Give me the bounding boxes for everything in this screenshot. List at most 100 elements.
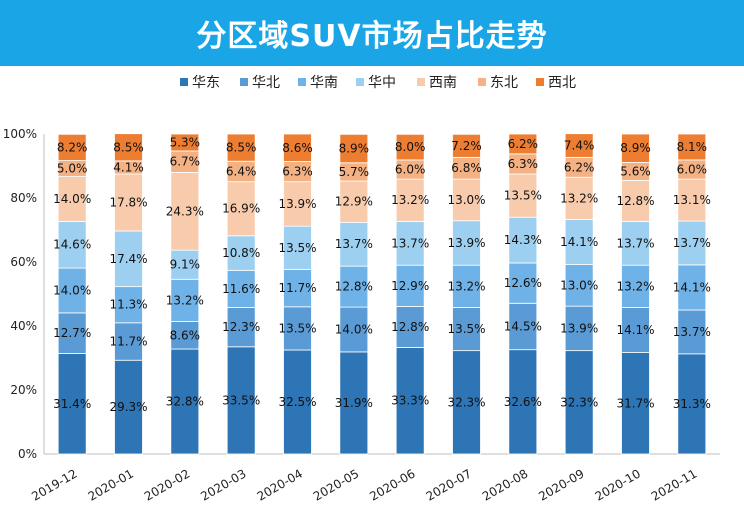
data-label: 31.4%: [53, 397, 91, 411]
bar-segment: [57, 133, 87, 161]
data-label: 12.8%: [335, 280, 373, 294]
data-label: 13.2%: [166, 293, 204, 307]
data-label: 6.2%: [508, 137, 539, 151]
y-tick-label: 100%: [3, 127, 37, 141]
data-label: 11.6%: [222, 282, 260, 296]
bars: 31.4% 12.7% 14.0% 14.6% 14.0% 5.0% 8.2% 29.3% 11…: [53, 133, 711, 455]
bar-segment: [114, 359, 143, 455]
data-label: 12.6%: [504, 276, 542, 290]
bar-segment: [452, 264, 481, 308]
bar-segment: [508, 262, 538, 304]
bar-stack: 32.3% 13.9% 13.0% 14.1% 13.2% 6.2% 7.4%: [560, 133, 598, 455]
bar-stack: 32.6% 14.5% 12.6% 14.3% 13.5% 6.3% 6.2%: [504, 133, 542, 455]
bar-segment: [57, 220, 87, 269]
legend: 华东 华北 华南 华中 西南 东北 西北: [180, 75, 576, 91]
bar-segment: [564, 219, 594, 265]
y-tick-label: 20%: [10, 383, 37, 397]
data-label: 13.1%: [673, 193, 711, 207]
data-label: 8.6%: [282, 141, 313, 155]
data-label: 8.6%: [170, 328, 201, 342]
data-label: 4.1%: [113, 160, 144, 174]
bar-segment: [226, 307, 256, 348]
bar-segment: [677, 220, 707, 266]
bar-segment: [677, 309, 707, 355]
bar-segment: [508, 349, 538, 455]
bar-segment: [508, 133, 538, 155]
y-tick-label: 0%: [18, 447, 37, 461]
bar-segment: [564, 350, 594, 455]
bar-stack: 32.5% 13.5% 11.7% 13.5% 13.9% 6.3% 8.6%: [278, 133, 317, 455]
data-label: 13.5%: [278, 321, 316, 335]
legend-label: 华中: [368, 75, 396, 91]
title-bar: 分区域SUV市场占比走势: [0, 0, 744, 66]
data-label: 32.6%: [504, 395, 542, 409]
bar-segment: [677, 353, 707, 455]
x-tick-label: 2020-04: [255, 466, 305, 503]
bar-segment: [564, 264, 594, 307]
bar-segment: [226, 346, 256, 455]
bar-stack: 31.3% 13.7% 14.1% 13.7% 13.1% 6.0% 8.1%: [673, 133, 711, 455]
data-label: 8.0%: [395, 140, 426, 154]
legend-label: 西北: [548, 75, 576, 91]
data-label: 6.4%: [226, 164, 257, 178]
legend-item: 华东: [180, 75, 220, 91]
bar-stack: 33.5% 12.3% 11.6% 10.8% 16.9% 6.4% 8.5%: [222, 133, 260, 455]
data-label: 13.2%: [616, 279, 654, 293]
data-label: 24.3%: [166, 204, 204, 218]
data-label: 5.6%: [620, 164, 651, 178]
bar-segment: [339, 133, 369, 164]
bar-segment: [226, 133, 256, 162]
bar-segment: [564, 176, 594, 220]
bar-segment: [114, 230, 143, 288]
data-label: 14.0%: [335, 323, 373, 337]
bar-segment: [621, 264, 650, 308]
data-label: 14.3%: [504, 233, 542, 247]
data-label: 10.8%: [222, 246, 260, 260]
bar-segment: [621, 220, 650, 266]
data-label: 7.4%: [564, 139, 595, 153]
x-tick-label: 2020-02: [142, 466, 192, 503]
bar-stack: 31.4% 12.7% 14.0% 14.6% 14.0% 5.0% 8.2%: [53, 133, 91, 455]
data-label: 32.3%: [560, 395, 598, 409]
data-label: 13.0%: [447, 193, 485, 207]
data-label: 14.1%: [616, 323, 654, 337]
data-label: 12.9%: [391, 279, 429, 293]
x-tick-label: 2019-12: [29, 466, 79, 503]
data-label: 7.2%: [451, 139, 482, 153]
legend-label: 华北: [252, 75, 280, 91]
bar-segment: [452, 350, 481, 455]
bar-segment: [395, 347, 425, 455]
data-label: 6.3%: [508, 157, 539, 171]
x-tick-label: 2020-06: [367, 466, 417, 503]
bar-segment: [57, 353, 87, 455]
bar-segment: [339, 221, 369, 267]
data-label: 32.5%: [278, 395, 316, 409]
x-tick-label: 2020-08: [480, 466, 530, 503]
data-label: 13.2%: [447, 279, 485, 293]
data-label: 12.7%: [53, 326, 91, 340]
y-tick-label: 40%: [10, 319, 37, 333]
data-label: 6.3%: [282, 165, 313, 179]
data-label: 9.1%: [170, 258, 201, 272]
bar-stack: 31.7% 14.1% 13.2% 13.7% 12.8% 5.6% 8.9%: [616, 133, 655, 455]
bar-segment: [57, 176, 87, 222]
bar-segment: [677, 178, 707, 222]
bar-segment: [57, 267, 87, 314]
y-tick-label: 80%: [10, 191, 37, 205]
bar-segment: [621, 352, 650, 455]
bar-stack: 32.3% 13.5% 13.2% 13.9% 13.0% 6.8% 7.2%: [447, 133, 486, 455]
bar-segment: [114, 133, 143, 162]
bar-segment: [508, 302, 538, 351]
data-label: 5.7%: [339, 165, 370, 179]
bar-segment: [283, 349, 312, 455]
legend-item: 西南: [417, 75, 457, 91]
data-label: 12.9%: [335, 195, 373, 209]
legend-swatch: [240, 78, 248, 86]
bar-segment: [621, 307, 650, 353]
bar-segment: [395, 306, 425, 348]
legend-swatch: [298, 78, 306, 86]
bar-segment: [395, 133, 425, 161]
data-label: 17.4%: [109, 252, 147, 266]
data-label: 14.1%: [560, 235, 598, 249]
data-label: 6.7%: [170, 155, 201, 169]
